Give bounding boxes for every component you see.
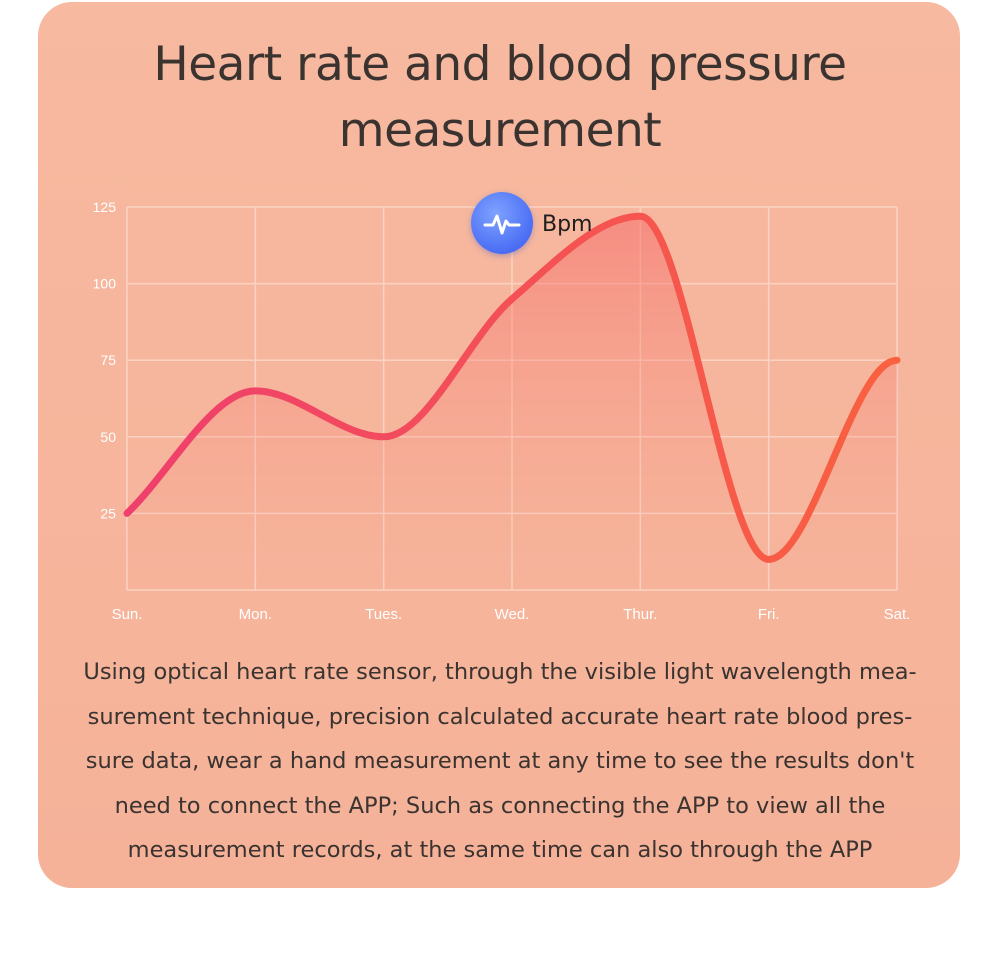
x-tick-label: Tues. bbox=[365, 606, 402, 623]
series-area bbox=[127, 216, 897, 590]
title-line-1: Heart rate and blood pressure bbox=[153, 37, 847, 92]
y-tick-label: 100 bbox=[93, 276, 117, 292]
x-tick-label: Fri. bbox=[758, 606, 780, 623]
x-tick-label: Thur. bbox=[623, 606, 657, 623]
x-tick-label: Sun. bbox=[112, 606, 143, 623]
description-line: measurement records, at the same time ca… bbox=[127, 837, 873, 863]
description-line: sure data, wear a hand measurement at an… bbox=[85, 748, 915, 774]
x-tick-label: Sat. bbox=[884, 606, 911, 623]
y-tick-label: 125 bbox=[93, 199, 117, 215]
x-tick-label: Mon. bbox=[239, 606, 272, 623]
pulse-icon bbox=[471, 192, 533, 254]
y-tick-label: 75 bbox=[100, 352, 116, 368]
title-line-2: measurement bbox=[338, 103, 662, 158]
series-line bbox=[123, 212, 901, 563]
description-line: need to connect the APP; Such as connect… bbox=[114, 792, 886, 819]
x-tick-label: Wed. bbox=[495, 606, 530, 623]
description-line: Using optical heart rate sensor, through… bbox=[83, 659, 917, 685]
page-title: Heart rate and blood pressure measuremen… bbox=[0, 32, 1000, 164]
y-tick-label: 25 bbox=[100, 505, 116, 521]
description: Using optical heart rate sensor, through… bbox=[80, 650, 920, 873]
legend-label: Bpm bbox=[542, 212, 593, 237]
y-tick-label: 50 bbox=[100, 429, 116, 445]
description-line: surement technique, precision calculated… bbox=[87, 703, 913, 730]
